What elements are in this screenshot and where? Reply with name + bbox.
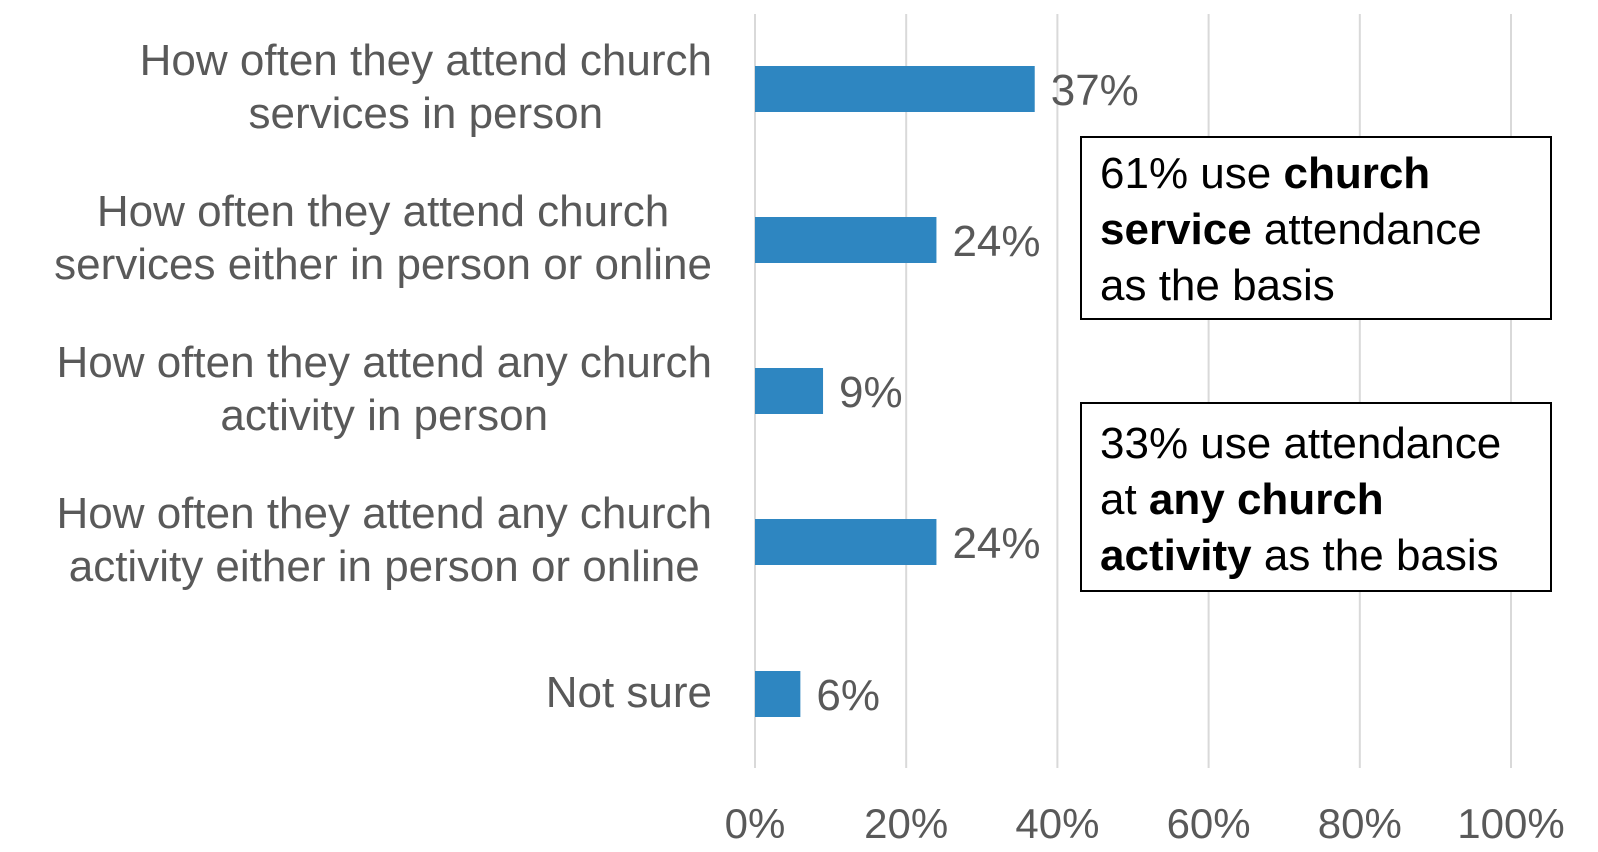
annotation-line: service attendance [1100,202,1550,258]
category-label-line: activity in person [220,391,549,440]
x-tick-label: 80% [1318,800,1402,847]
annotation-text: 33% use attendance [1100,419,1502,468]
category-label-line: services in person [248,89,604,138]
category-label: Not sure [546,666,712,719]
category-label-line: How often they attend any church [56,338,712,387]
x-tick-label: 60% [1167,800,1251,847]
category-label-line: How often they attend church [139,36,712,85]
category-label-line: activity either in person or online [68,542,700,591]
category-label: How often they attend any church activity… [56,336,712,442]
x-tick-label: 0% [725,800,786,847]
data-labels: 37% 24% 9% 24% 6% [816,66,1138,720]
data-label: 37% [1051,66,1139,115]
data-label: 24% [952,519,1040,568]
bar [755,519,937,565]
category-label-line: How often they attend any church [56,489,712,538]
annotation-text: attendance [1251,205,1482,254]
category-label-line: Not sure [545,667,712,717]
annotation-church-service: 61% use church service attendance as the b… [1080,136,1552,320]
bar [755,671,801,717]
category-label-line: How often they attend church [96,187,670,236]
annotation-line: 61% use church [1100,146,1550,202]
data-label: 9% [839,368,903,417]
category-label-line: services either in person or online [54,240,712,289]
annotation-any-church-activity: 33% use attendance at any church activity … [1080,402,1552,592]
annotation-line: at any church [1100,472,1550,528]
annotation-text: at [1100,475,1149,524]
annotation-line: activity as the basis [1100,528,1550,584]
x-tick-label: 40% [1015,800,1099,847]
category-label: How often they attend church services eit… [54,185,712,291]
data-label: 6% [816,671,880,720]
category-label: How often they attend any church activity… [56,487,712,593]
x-tick-label: 20% [864,800,948,847]
annotation-emphasis: church [1283,149,1431,198]
annotation-text: as the basis [1100,261,1335,310]
bar [755,217,937,263]
x-axis-tick-labels: 0% 20% 40% 60% 80% 100% [725,800,1565,847]
bar [755,66,1035,112]
bars [755,66,1035,717]
annotation-text: as the basis [1251,531,1499,580]
annotation-line: as the basis [1100,258,1550,314]
x-tick-label: 100% [1457,800,1564,847]
data-label: 24% [952,217,1040,266]
annotation-text: 61% use [1100,149,1284,198]
annotation-line: 33% use attendance [1100,416,1550,472]
category-label: How often they attend church services in … [140,34,712,140]
annotation-emphasis: service [1100,205,1252,254]
annotation-emphasis: any church [1148,475,1384,524]
bar [755,368,824,414]
annotation-emphasis: activity [1100,531,1252,580]
